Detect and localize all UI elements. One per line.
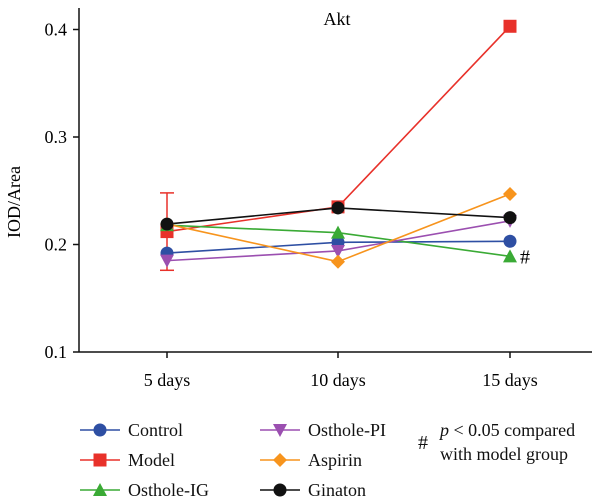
data-point-aspirin xyxy=(503,186,517,201)
data-point-model xyxy=(503,19,517,33)
data-point-osthole-ig xyxy=(503,249,517,263)
legend-item-model: Model xyxy=(78,448,175,472)
data-point-control xyxy=(503,234,517,248)
legend-label-control: Control xyxy=(128,419,184,440)
significance-text-line1: p < 0.05 compared xyxy=(440,418,575,442)
data-point-osthole-ig xyxy=(331,225,345,239)
data-point-osthole-pi xyxy=(331,244,345,258)
significance-marker: # xyxy=(520,246,530,268)
legend-swatch-model xyxy=(80,453,120,467)
x-tick-label: 15 days xyxy=(482,370,538,390)
y-tick-label: 0.4 xyxy=(45,20,68,40)
x-tick-label: 5 days xyxy=(144,370,191,390)
annotations: # xyxy=(520,246,530,268)
legend-label-osthole-ig: Osthole-IG xyxy=(128,479,209,500)
significance-text-rest: < 0.05 compared xyxy=(449,420,576,440)
legend-item-osthole-pi: Osthole-PI xyxy=(258,418,386,442)
legend-item-ginaton: Ginaton xyxy=(258,478,366,502)
data-point-ginaton xyxy=(503,211,517,225)
legend-swatch-osthole-pi xyxy=(260,424,300,437)
legend-label-osthole-pi: Osthole-PI xyxy=(308,419,386,440)
y-axis-label: IOD/Area xyxy=(4,166,24,238)
legend-swatch-control xyxy=(80,423,120,437)
series-lines xyxy=(166,25,511,263)
axes: 0.1 0.2 0.3 0.4 5 days 10 days 15 days xyxy=(45,8,592,390)
data-point-aspirin xyxy=(331,254,345,269)
legend-swatch-aspirin xyxy=(260,453,300,467)
data-point-ginaton xyxy=(331,201,345,215)
legend-label-aspirin: Aspirin xyxy=(308,449,362,470)
x-tick-label: 10 days xyxy=(310,370,366,390)
data-point-osthole-pi xyxy=(160,254,174,268)
y-tick-label: 0.2 xyxy=(45,235,68,255)
chart-title: Akt xyxy=(324,9,351,29)
legend-item-aspirin: Aspirin xyxy=(258,448,362,472)
legend-item-osthole-ig: Osthole-IG xyxy=(78,478,209,502)
legend-label-model: Model xyxy=(128,449,175,470)
legend-label-ginaton: Ginaton xyxy=(308,479,366,500)
akt-line-chart: Akt IOD/Area 0.1 0.2 0.3 0.4 5 days 10 days 15… xyxy=(4,8,592,390)
data-point-ginaton xyxy=(160,217,174,231)
legend-swatch-ginaton xyxy=(260,483,300,497)
y-tick-label: 0.1 xyxy=(45,342,68,362)
p-value-symbol: p xyxy=(440,420,449,440)
significance-text-line2: with model group xyxy=(440,444,568,464)
y-tick-label: 0.3 xyxy=(45,127,68,147)
legend-swatch-osthole-ig xyxy=(80,483,120,496)
legend: Control Model Osthole-IG Osthole-PI Aspi… xyxy=(0,405,600,500)
significance-symbol: # xyxy=(418,432,428,454)
legend-item-control: Control xyxy=(78,418,183,442)
series-markers xyxy=(160,19,517,269)
